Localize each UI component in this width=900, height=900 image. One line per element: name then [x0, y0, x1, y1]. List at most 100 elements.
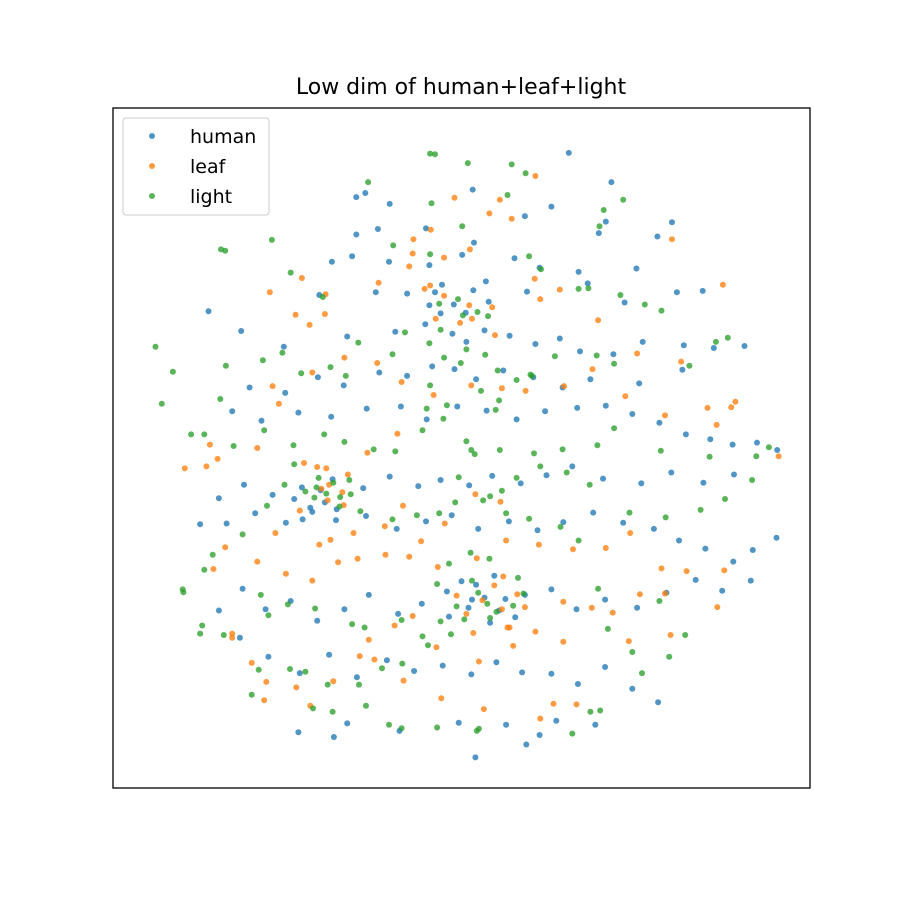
point-light-70 — [657, 447, 664, 454]
point-human-97 — [466, 482, 473, 489]
point-leaf-86 — [275, 400, 282, 407]
point-human-101 — [360, 485, 367, 492]
point-leaf-31 — [625, 638, 632, 645]
point-human-106 — [215, 495, 222, 502]
point-human-1 — [362, 190, 369, 196]
point-light-136 — [310, 705, 316, 712]
point-leaf-76 — [400, 677, 407, 684]
point-human-68 — [229, 408, 236, 415]
point-light-109 — [461, 616, 468, 623]
point-light-16 — [319, 294, 326, 300]
point-human-118 — [505, 518, 512, 525]
point-light-138 — [363, 702, 369, 709]
legend-marker-light — [149, 193, 155, 199]
point-human-160 — [519, 669, 526, 676]
point-light-33 — [494, 367, 501, 374]
point-leaf-94 — [498, 385, 505, 392]
point-leaf-9 — [406, 263, 413, 270]
point-light-9 — [428, 200, 435, 207]
point-light-20 — [538, 266, 544, 273]
point-light-115 — [467, 549, 474, 556]
point-human-19 — [426, 262, 433, 269]
plot-area — [112, 107, 811, 789]
point-leaf-98 — [622, 393, 629, 400]
point-human-11 — [595, 230, 602, 237]
point-human-115 — [423, 518, 429, 525]
point-human-167 — [553, 717, 560, 724]
point-leaf-51 — [272, 530, 279, 536]
point-human-193 — [307, 504, 314, 511]
point-human-119 — [534, 527, 541, 534]
point-leaf-21 — [595, 317, 602, 324]
point-light-65 — [496, 447, 503, 453]
point-human-73 — [397, 403, 404, 410]
point-leaf-115 — [301, 460, 307, 466]
point-human-86 — [754, 439, 760, 446]
point-leaf-122 — [314, 464, 321, 470]
point-human-26 — [673, 289, 680, 296]
point-light-91 — [313, 484, 320, 491]
point-human-139 — [469, 596, 475, 603]
legend-label-leaf: leaf — [190, 156, 227, 178]
points-layer — [152, 149, 782, 761]
point-human-74 — [423, 416, 430, 423]
point-human-174 — [330, 734, 337, 740]
point-light-89 — [357, 508, 364, 515]
point-light-26 — [712, 338, 719, 345]
point-human-163 — [602, 664, 609, 670]
point-human-25 — [699, 287, 706, 294]
point-human-23 — [575, 268, 582, 275]
point-human-152 — [296, 670, 303, 677]
point-light-46 — [259, 357, 266, 364]
point-light-56 — [290, 442, 297, 449]
point-leaf-61 — [535, 541, 542, 548]
point-leaf-129 — [470, 630, 477, 636]
point-leaf-46 — [248, 659, 255, 666]
legend-marker-leaf — [149, 163, 155, 169]
point-human-3 — [386, 200, 393, 207]
point-human-64 — [340, 382, 347, 389]
point-human-42 — [463, 338, 470, 345]
point-light-125 — [399, 660, 406, 667]
point-light-28 — [686, 362, 693, 369]
point-light-81 — [537, 463, 544, 470]
point-light-6 — [600, 207, 607, 213]
point-human-88 — [731, 471, 737, 478]
point-leaf-140 — [713, 421, 720, 428]
point-human-105 — [241, 481, 247, 488]
point-light-43 — [327, 364, 334, 371]
point-light-166 — [527, 371, 534, 378]
point-human-104 — [269, 491, 276, 498]
point-human-99 — [415, 483, 422, 490]
point-human-4 — [469, 186, 476, 193]
point-human-142 — [395, 610, 402, 617]
point-human-59 — [473, 376, 480, 383]
point-human-123 — [650, 525, 657, 532]
point-leaf-83 — [206, 441, 213, 448]
point-light-1 — [432, 151, 438, 158]
point-light-57 — [321, 431, 328, 438]
point-leaf-128 — [506, 624, 513, 631]
point-leaf-22 — [634, 350, 641, 357]
legend-box — [122, 117, 270, 216]
point-light-123 — [437, 618, 444, 625]
point-human-149 — [215, 607, 222, 614]
legend-label-light: light — [190, 186, 232, 208]
point-human-12 — [423, 225, 429, 232]
point-leaf-104 — [451, 194, 458, 201]
point-leaf-63 — [602, 545, 609, 551]
point-light-107 — [419, 633, 426, 640]
point-human-48 — [610, 351, 617, 358]
point-human-62 — [404, 372, 411, 379]
legend-label-human: human — [190, 126, 256, 148]
point-leaf-87 — [269, 383, 276, 390]
point-leaf-47 — [229, 634, 236, 641]
point-human-108 — [223, 520, 230, 527]
point-light-66 — [531, 450, 537, 457]
point-leaf-105 — [556, 286, 563, 293]
point-human-37 — [280, 343, 287, 350]
point-leaf-60 — [503, 537, 510, 544]
point-light-153 — [595, 585, 602, 592]
point-leaf-118 — [350, 530, 357, 536]
point-human-35 — [205, 308, 212, 315]
